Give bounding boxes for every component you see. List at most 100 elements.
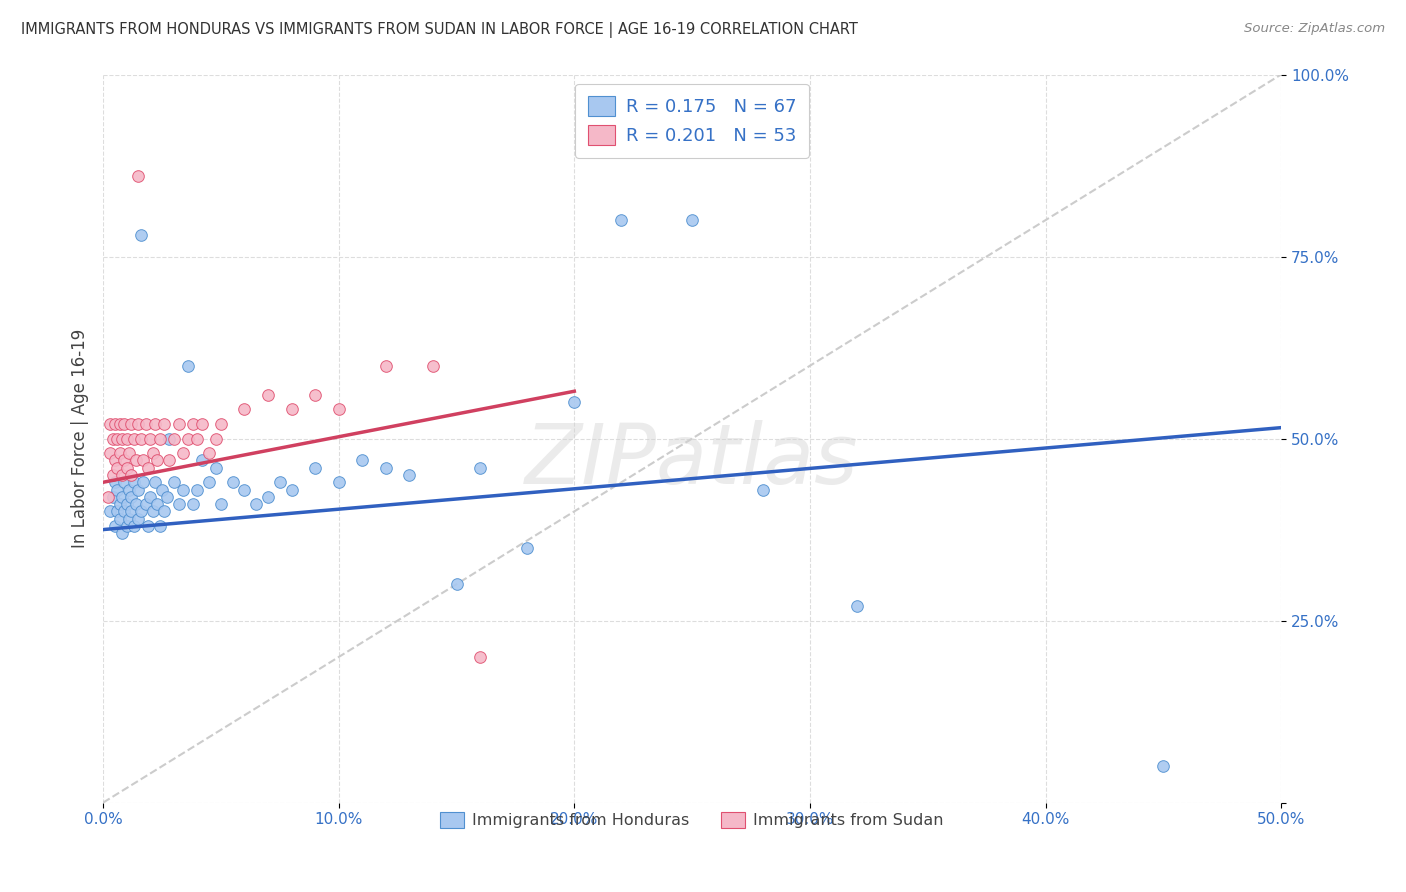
Point xyxy=(101,467,124,482)
Point xyxy=(127,483,149,497)
Point xyxy=(257,388,280,402)
Point xyxy=(105,432,128,446)
Point xyxy=(127,511,149,525)
Point xyxy=(112,475,135,490)
Point xyxy=(149,432,172,446)
Point xyxy=(191,453,214,467)
Point xyxy=(120,467,142,482)
Point xyxy=(269,475,291,490)
Point xyxy=(181,497,204,511)
Point xyxy=(111,490,134,504)
Point xyxy=(104,519,127,533)
Point xyxy=(280,483,302,497)
Point xyxy=(374,460,396,475)
Point xyxy=(245,497,267,511)
Point xyxy=(172,483,194,497)
Point xyxy=(98,504,121,518)
Point xyxy=(846,599,869,613)
Point xyxy=(112,453,135,467)
Point xyxy=(104,417,127,431)
Point xyxy=(125,497,148,511)
Point xyxy=(118,446,141,460)
Point xyxy=(101,490,124,504)
Point xyxy=(146,453,169,467)
Point xyxy=(105,460,128,475)
Point xyxy=(181,417,204,431)
Point xyxy=(98,417,121,431)
Point xyxy=(118,483,141,497)
Point xyxy=(105,504,128,518)
Point xyxy=(163,432,186,446)
Point xyxy=(120,490,142,504)
Point xyxy=(167,497,190,511)
Point xyxy=(149,519,172,533)
Point xyxy=(136,519,159,533)
Point xyxy=(108,497,131,511)
Point xyxy=(129,504,152,518)
Point xyxy=(127,417,149,431)
Point xyxy=(111,432,134,446)
Point xyxy=(186,432,208,446)
Point xyxy=(97,490,120,504)
Point xyxy=(120,417,142,431)
Point xyxy=(163,475,186,490)
Point xyxy=(328,475,350,490)
Point xyxy=(135,497,157,511)
Text: Source: ZipAtlas.com: Source: ZipAtlas.com xyxy=(1244,22,1385,36)
Point xyxy=(139,490,162,504)
Point xyxy=(752,483,775,497)
Point xyxy=(111,467,134,482)
Point xyxy=(328,402,350,417)
Point xyxy=(198,475,221,490)
Point xyxy=(304,388,326,402)
Point xyxy=(122,432,145,446)
Point xyxy=(111,526,134,541)
Y-axis label: In Labor Force | Age 16-19: In Labor Force | Age 16-19 xyxy=(72,329,89,549)
Point xyxy=(156,490,179,504)
Point xyxy=(146,497,169,511)
Point xyxy=(516,541,538,555)
Point xyxy=(115,497,138,511)
Point xyxy=(98,446,121,460)
Point xyxy=(468,460,491,475)
Point xyxy=(108,446,131,460)
Point xyxy=(209,417,232,431)
Point xyxy=(610,213,633,227)
Point xyxy=(177,432,200,446)
Point xyxy=(115,519,138,533)
Point xyxy=(129,432,152,446)
Point xyxy=(562,395,585,409)
Point xyxy=(167,417,190,431)
Point xyxy=(177,359,200,373)
Point xyxy=(209,497,232,511)
Point xyxy=(115,460,138,475)
Point xyxy=(222,475,245,490)
Point xyxy=(143,417,166,431)
Point xyxy=(132,453,155,467)
Point xyxy=(198,446,221,460)
Point xyxy=(125,453,148,467)
Point xyxy=(120,504,142,518)
Point xyxy=(129,227,152,242)
Text: ZIPatlas: ZIPatlas xyxy=(526,420,859,501)
Point xyxy=(112,417,135,431)
Point xyxy=(374,359,396,373)
Point xyxy=(104,475,127,490)
Legend: Immigrants from Honduras, Immigrants from Sudan: Immigrants from Honduras, Immigrants fro… xyxy=(434,805,950,835)
Point xyxy=(468,650,491,665)
Point xyxy=(257,490,280,504)
Point xyxy=(150,483,173,497)
Text: IMMIGRANTS FROM HONDURAS VS IMMIGRANTS FROM SUDAN IN LABOR FORCE | AGE 16-19 COR: IMMIGRANTS FROM HONDURAS VS IMMIGRANTS F… xyxy=(21,22,858,38)
Point xyxy=(135,417,157,431)
Point xyxy=(1152,759,1174,773)
Point xyxy=(132,475,155,490)
Point xyxy=(118,511,141,525)
Point xyxy=(186,483,208,497)
Point xyxy=(142,446,165,460)
Point xyxy=(191,417,214,431)
Point xyxy=(108,511,131,525)
Point xyxy=(143,475,166,490)
Point xyxy=(205,460,228,475)
Point xyxy=(352,453,374,467)
Point xyxy=(446,577,468,591)
